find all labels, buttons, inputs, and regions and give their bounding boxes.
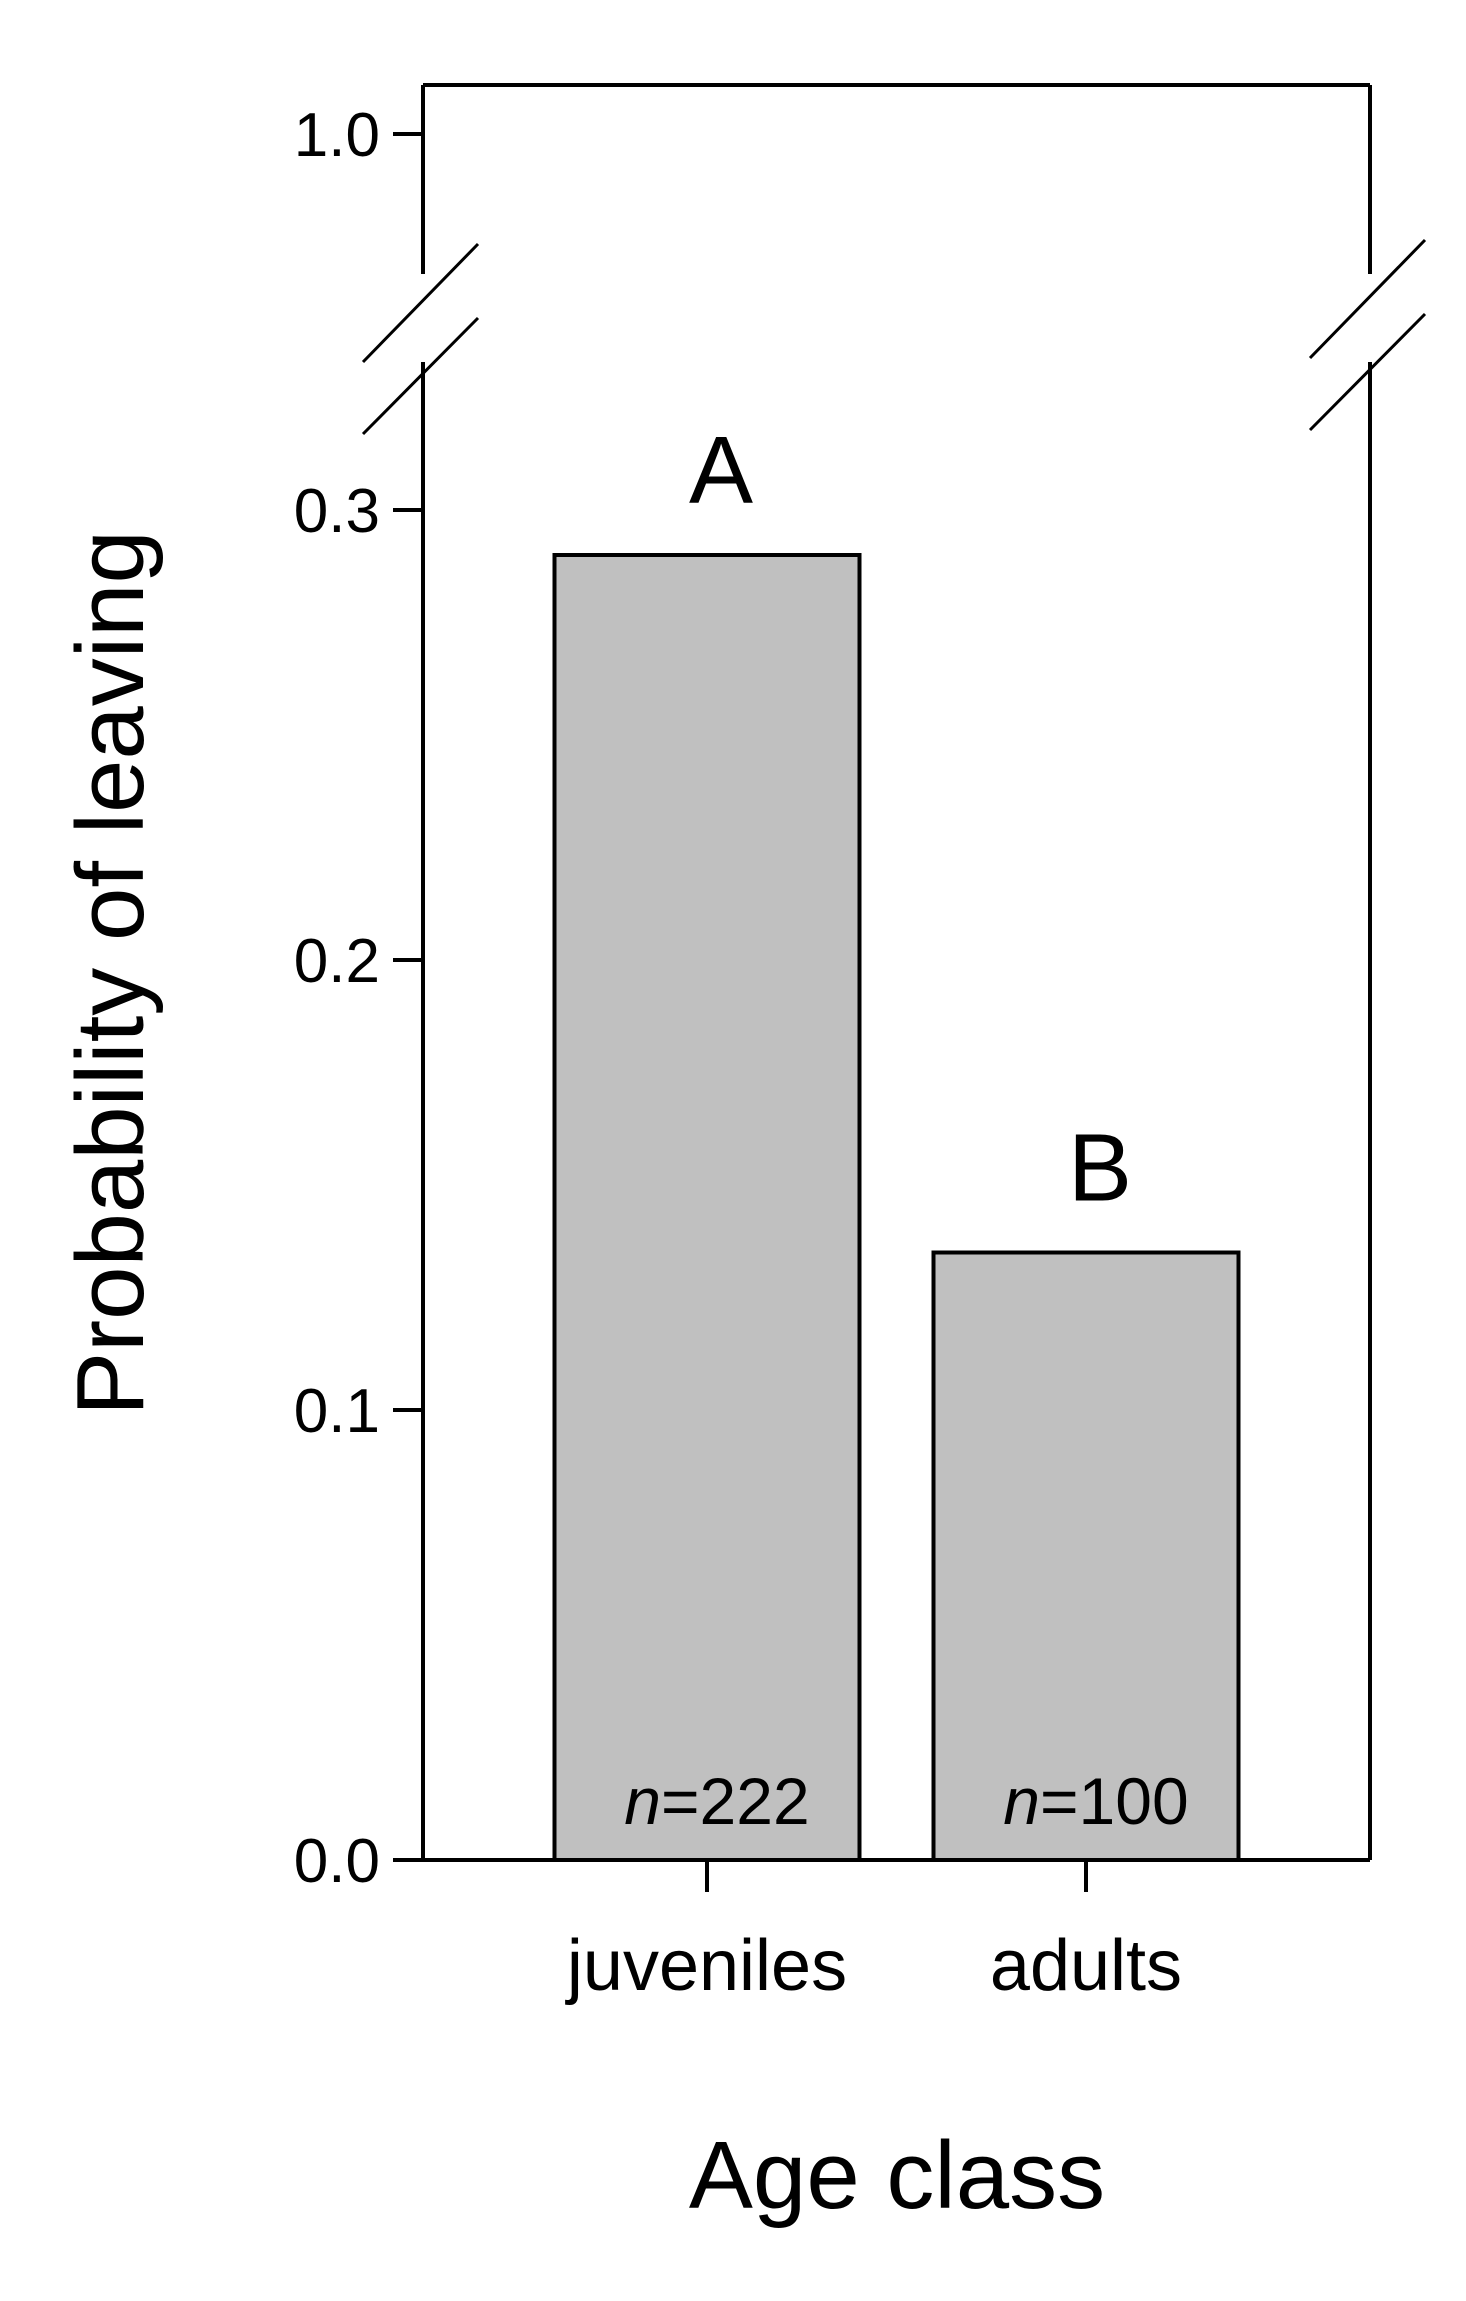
significance-letter: A [689, 417, 753, 524]
x-tick-label: adults [990, 1926, 1182, 2006]
break-mark-right-1 [1308, 238, 1427, 360]
break-mark-left-1 [361, 242, 480, 364]
x-tick-label: juveniles [565, 1926, 847, 2006]
sample-size-value: =222 [661, 1764, 810, 1838]
bar-adults [931, 1250, 1241, 1862]
significance-letter: B [1068, 1115, 1132, 1222]
y-tick-label: 0.1 [294, 1377, 380, 1446]
sample-size-value: =100 [1040, 1764, 1189, 1838]
sample-size-symbol: n [1003, 1764, 1040, 1838]
break-mark-left-2 [361, 316, 480, 436]
y-ticks: 0.0 0.1 0.2 0.3 1.0 [294, 101, 423, 1896]
bar-juveniles [552, 553, 862, 1862]
y-tick-label: 1.0 [294, 101, 380, 170]
sample-size-label: n=100 [1003, 1764, 1188, 1838]
x-axis-title: Age class [689, 2122, 1105, 2229]
y-axis-title: Probability of leaving [57, 530, 164, 1416]
break-mark-right-2 [1308, 312, 1427, 432]
y-tick-label: 0.2 [294, 927, 380, 996]
bars [552, 553, 1241, 1862]
y-tick-label: 0.3 [294, 477, 380, 546]
sample-size-label: n=222 [624, 1764, 809, 1838]
y-tick-label: 0.0 [294, 1827, 380, 1896]
axis-break-marks [361, 238, 1427, 436]
sample-size-symbol: n [624, 1764, 661, 1838]
